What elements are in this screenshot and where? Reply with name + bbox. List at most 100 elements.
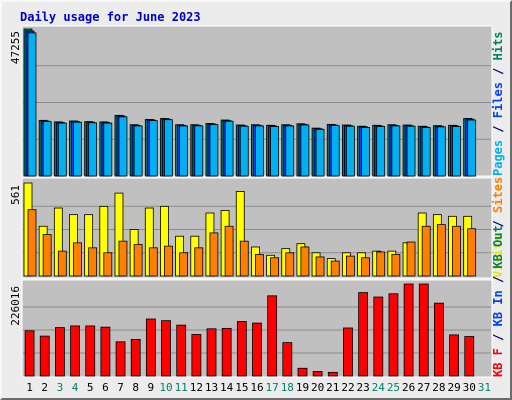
bar-middle-sites-13	[209, 232, 219, 277]
bar-top-pages-24	[376, 126, 386, 177]
bar-bottom-kb-f-5	[85, 325, 96, 377]
bar-bottom-kb-f-21	[327, 371, 338, 377]
bar-bottom-kb-f-30	[464, 336, 475, 377]
bar-bottom-kb-f-3	[55, 327, 65, 377]
bar-bottom-kb-f-24	[373, 296, 384, 377]
bar-top-pages-30	[467, 119, 477, 177]
x-tick-11: 11	[175, 381, 188, 394]
bar-middle-sites-29	[452, 225, 461, 277]
bar-top-pages-16	[255, 125, 264, 177]
bar-top-pages-25	[391, 125, 401, 177]
bar-bottom-kb-f-6	[100, 326, 111, 377]
bar-middle-sites-14	[224, 225, 234, 277]
x-tick-19: 19	[296, 381, 309, 394]
bar-bottom-kb-f-1	[24, 330, 35, 377]
legend-bottom-part-1: /	[491, 326, 505, 348]
legend-top-part-3: /	[491, 60, 505, 82]
bar-top-pages-28	[436, 126, 446, 177]
legend-top: Pages / Files / Hits	[491, 31, 505, 176]
x-tick-28: 28	[432, 381, 445, 394]
bar-bottom-kb-f-12	[191, 334, 202, 377]
bar-top-pages-27	[421, 127, 431, 177]
x-tick-31: 31	[478, 381, 491, 394]
bar-top-pages-4	[73, 121, 82, 177]
x-tick-6: 6	[102, 381, 109, 394]
bar-middle-sites-10	[164, 245, 173, 277]
bar-middle-sites-22	[345, 255, 355, 277]
bar-top-pages-1	[27, 32, 37, 177]
x-tick-21: 21	[326, 381, 339, 394]
bar-bottom-kb-f-17	[267, 295, 278, 377]
bar-top-pages-21	[330, 125, 340, 177]
bar-bottom-kb-f-11	[176, 324, 187, 377]
bar-bottom-kb-f-7	[115, 341, 126, 377]
bar-top-pages-14	[224, 120, 234, 177]
bar-bottom-kb-f-13	[206, 328, 217, 377]
legend-top-part-2: Files	[491, 82, 505, 118]
bar-middle-sites-28	[436, 224, 446, 277]
x-tick-7: 7	[117, 381, 124, 394]
legend-bottom-part-3: /	[491, 269, 505, 291]
y-max-label-top: 47255	[9, 31, 22, 64]
x-tick-26: 26	[402, 381, 415, 394]
x-tick-12: 12	[190, 381, 203, 394]
x-tick-9: 9	[148, 381, 155, 394]
y-max-label-middle: 561	[9, 185, 22, 205]
bar-middle-sites-5	[88, 247, 98, 277]
bar-middle-sites-3	[57, 250, 67, 277]
bar-middle-sites-20	[315, 256, 325, 277]
bar-top-pages-13	[209, 124, 219, 177]
bar-top-pages-7	[118, 116, 128, 177]
x-tick-14: 14	[220, 381, 234, 394]
x-tick-15: 15	[235, 381, 248, 394]
bar-top-pages-22	[345, 125, 355, 177]
legend-top-part-0: Pages	[491, 140, 505, 176]
legend-top-part-1: /	[491, 118, 505, 140]
legend-middle-part-0: Visits	[491, 235, 505, 278]
bar-top-pages-3	[57, 122, 67, 177]
bar-top-pages-29	[452, 126, 461, 177]
bar-middle-sites-17	[270, 257, 279, 277]
x-tick-25: 25	[387, 381, 400, 394]
bar-middle-sites-15	[239, 240, 249, 277]
legend-bottom-part-2: KB In	[491, 290, 505, 326]
bar-bottom-kb-f-15	[236, 321, 247, 377]
x-tick-16: 16	[250, 381, 263, 394]
bar-bottom-kb-f-9	[145, 318, 156, 377]
bar-middle-sites-12	[194, 247, 204, 277]
bar-top-pages-5	[88, 122, 98, 177]
bar-bottom-kb-f-26	[403, 283, 414, 377]
x-tick-20: 20	[311, 381, 324, 394]
bar-bottom-kb-f-10	[161, 320, 171, 377]
bar-middle-sites-8	[133, 244, 143, 277]
bar-top-pages-9	[148, 120, 158, 177]
legend-middle: Visits / Sites	[491, 177, 505, 278]
legend-bottom: KB F / KB In / KB Out	[491, 225, 505, 377]
bar-top-pages-10	[164, 119, 173, 177]
bar-top-pages-20	[315, 128, 325, 177]
bar-middle-sites-26	[406, 241, 416, 277]
x-tick-29: 29	[447, 381, 460, 394]
bar-middle-sites-4	[73, 242, 82, 277]
bar-bottom-kb-f-27	[418, 283, 429, 377]
bar-middle-sites-11	[179, 252, 189, 277]
bar-middle-sites-25	[391, 254, 401, 277]
bar-bottom-kb-f-20	[312, 371, 323, 377]
legend-bottom-part-0: KB F	[491, 348, 505, 377]
bar-middle-sites-24	[376, 251, 386, 277]
bar-top-pages-23	[361, 127, 370, 177]
x-tick-18: 18	[281, 381, 294, 394]
bar-top-pages-8	[133, 125, 143, 177]
bar-middle-sites-2	[42, 234, 52, 277]
y-max-label-bottom: 226016	[9, 286, 22, 326]
x-tick-17: 17	[266, 381, 279, 394]
x-tick-8: 8	[132, 381, 139, 394]
bar-middle-sites-6	[103, 252, 113, 277]
x-tick-5: 5	[87, 381, 94, 394]
bar-bottom-kb-f-2	[39, 335, 50, 377]
bar-bottom-kb-f-25	[388, 293, 399, 377]
bar-bottom-kb-f-18	[282, 342, 293, 377]
bar-middle-sites-27	[421, 225, 431, 277]
bar-middle-sites-18	[285, 252, 295, 277]
